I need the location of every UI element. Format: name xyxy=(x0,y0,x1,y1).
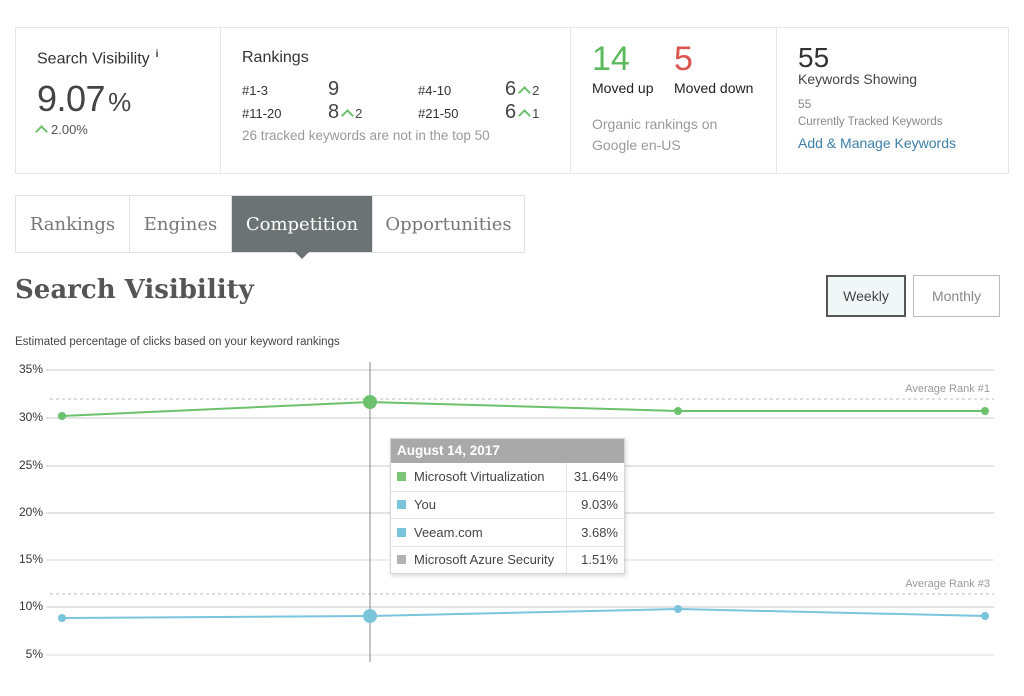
movement-card: 14 5 Moved up Moved down Organic ranking… xyxy=(571,28,777,173)
legend-swatch-icon xyxy=(397,555,406,565)
search-visibility-change: 2.00% xyxy=(35,122,88,138)
average-rank-3-label: Average Rank #3 xyxy=(905,578,990,590)
rankings-note: 26 tracked keywords are not in the top 5… xyxy=(242,128,490,143)
arrow-up-icon xyxy=(518,109,531,122)
tooltip-date: August 14, 2017 xyxy=(391,439,624,463)
moved-down-label: Moved down xyxy=(674,80,754,96)
rank-bucket-label: #11-20 xyxy=(242,106,282,121)
gridlines xyxy=(46,369,994,656)
search-visibility-title: Search Visibility i xyxy=(37,49,159,68)
moved-up-label: Moved up xyxy=(592,80,654,96)
chart-tooltip: August 14, 2017 Microsoft Virtualization… xyxy=(390,438,625,574)
keywords-showing-label: Keywords Showing xyxy=(798,71,918,87)
weekly-button[interactable]: Weekly xyxy=(826,275,906,317)
y-tick-label: 10% xyxy=(18,599,43,613)
tooltip-row: Microsoft Virtualization 31.64% xyxy=(391,463,624,491)
rank-bucket-label: #4-10 xyxy=(418,83,452,98)
info-icon[interactable]: i xyxy=(155,49,159,60)
search-visibility-card: Search Visibility i 9.07% 2.00% xyxy=(16,28,221,173)
summary-panel: Search Visibility i 9.07% 2.00% Rankings … xyxy=(15,27,1009,174)
rank-bucket-label: #1-3 xyxy=(242,83,269,98)
search-visibility-value: 9.07% xyxy=(37,78,131,119)
tooltip-row: You 9.03% xyxy=(391,490,624,518)
tab-engines[interactable]: Engines xyxy=(130,196,232,252)
tab-opportunities[interactable]: Opportunities xyxy=(385,213,512,235)
moved-down-count: 5 xyxy=(674,40,693,78)
search-visibility-chart: 35% 30% 25% 20% 15% 10% 5% xyxy=(0,355,1024,696)
rank-bucket-value: 9 xyxy=(328,78,340,100)
monthly-button[interactable]: Monthly xyxy=(913,275,1000,317)
average-rank-lines xyxy=(50,398,994,595)
moved-up-count: 14 xyxy=(592,40,630,78)
tracked-keywords-label: Currently Tracked Keywords xyxy=(798,116,943,128)
section-subtitle: Estimated percentage of clicks based on … xyxy=(15,336,340,348)
rank-bucket-label: #21-50 xyxy=(418,106,459,121)
y-tick-label: 35% xyxy=(18,362,43,376)
legend-swatch-icon xyxy=(397,500,406,510)
tab-rankings[interactable]: Rankings xyxy=(16,196,130,252)
add-manage-keywords-link[interactable]: Add & Manage Keywords xyxy=(798,135,956,151)
y-tick-label: 25% xyxy=(18,458,43,472)
y-tick-label: 20% xyxy=(18,505,43,519)
movement-note: Organic rankings on Google en-US xyxy=(592,116,718,153)
average-rank-1-label: Average Rank #1 xyxy=(905,383,990,395)
chart-plot xyxy=(46,362,994,662)
series-you xyxy=(58,605,989,623)
tab-bar: Rankings Engines Competition Opportuniti… xyxy=(15,195,525,259)
legend-swatch-icon xyxy=(397,527,406,537)
tooltip-row: Veeam.com 3.68% xyxy=(391,518,624,546)
keywords-showing-count: 55 xyxy=(798,42,830,73)
arrow-up-icon xyxy=(35,125,48,138)
rankings-title: Rankings xyxy=(242,49,309,66)
tooltip-row: Microsoft Azure Security 1.51% xyxy=(391,545,624,573)
arrow-up-icon xyxy=(518,86,531,99)
y-tick-label: 15% xyxy=(18,552,43,566)
tracked-keywords-count: 55 xyxy=(798,97,812,111)
series-microsoft-virtualization xyxy=(58,395,989,420)
y-tick-label: 30% xyxy=(18,410,43,424)
y-tick-label: 5% xyxy=(25,647,43,661)
legend-swatch-icon xyxy=(397,472,406,482)
tab-competition[interactable]: Competition xyxy=(232,196,373,259)
section-title: Search Visibility xyxy=(15,275,254,305)
keywords-card: 55 Keywords Showing 55 Currently Tracked… xyxy=(777,28,1008,173)
arrow-up-icon xyxy=(341,109,354,122)
